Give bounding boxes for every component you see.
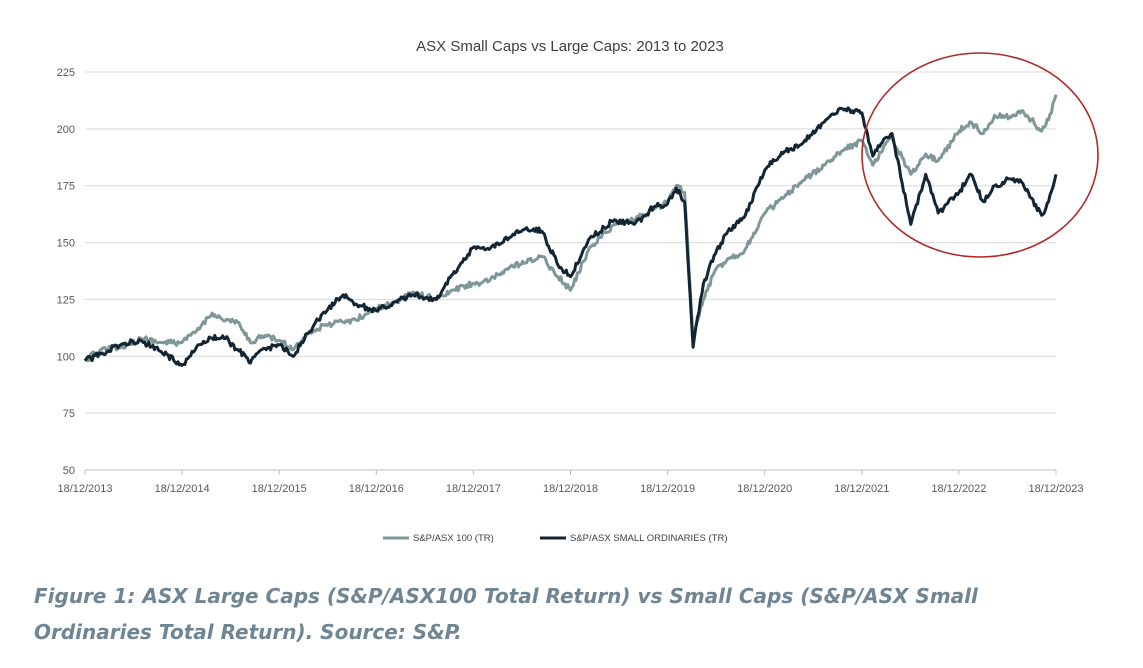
x-tick-label: 18/12/2016 — [349, 483, 404, 495]
x-axis: 18/12/2013 18/12/2014 18/12/2015 18/12/2016… — [57, 470, 1084, 495]
legend: S&P/ASX 100 (TR) S&P/ASX SMALL ORDINARIES… — [383, 533, 728, 544]
x-tick-label: 18/12/2018 — [543, 483, 598, 495]
x-tick-label: 18/12/2020 — [737, 483, 792, 495]
x-tick-label: 18/12/2013 — [57, 483, 112, 495]
y-tick-label: 100 — [57, 351, 75, 363]
series-lines — [83, 94, 1058, 367]
x-tick-label: 18/12/2023 — [1028, 483, 1083, 495]
x-tick-label: 18/12/2022 — [931, 483, 986, 495]
x-tick-label: 18/12/2021 — [834, 483, 889, 495]
highlight-ellipse-shape — [861, 52, 1099, 258]
series-line-small-ordinaries — [83, 106, 1058, 367]
caption-line-1: Figure 1: ASX Large Caps (S&P/ASX100 Tot… — [34, 584, 978, 608]
caption-line-2: Ordinaries Total Return). Source: S&P. — [34, 620, 462, 644]
y-tick-label: 50 — [63, 465, 75, 477]
y-tick-label: 225 — [57, 67, 75, 79]
y-axis-ticks: 50 75 100 125 150 175 200 225 — [57, 67, 75, 477]
series-line-asx100 — [83, 94, 1058, 363]
y-tick-label: 125 — [57, 294, 75, 306]
x-tick-label: 18/12/2015 — [252, 483, 307, 495]
legend-label: S&P/ASX 100 (TR) — [413, 533, 494, 544]
x-tick-label: 18/12/2017 — [446, 483, 501, 495]
gridlines — [85, 71, 1056, 471]
x-tick-label: 18/12/2019 — [640, 483, 695, 495]
y-tick-label: 75 — [63, 408, 75, 420]
x-tick-label: 18/12/2014 — [155, 483, 210, 495]
y-tick-label: 175 — [57, 181, 75, 193]
y-tick-label: 200 — [57, 124, 75, 136]
y-tick-label: 150 — [57, 238, 75, 250]
highlight-ellipse — [861, 52, 1099, 258]
legend-label: S&P/ASX SMALL ORDINARIES (TR) — [570, 533, 728, 544]
line-chart: ASX Small Caps vs Large Caps: 2013 to 20… — [57, 38, 1099, 544]
chart-title: ASX Small Caps vs Large Caps: 2013 to 20… — [416, 38, 724, 55]
figure-caption: Figure 1: ASX Large Caps (S&P/ASX100 Tot… — [34, 578, 1114, 650]
